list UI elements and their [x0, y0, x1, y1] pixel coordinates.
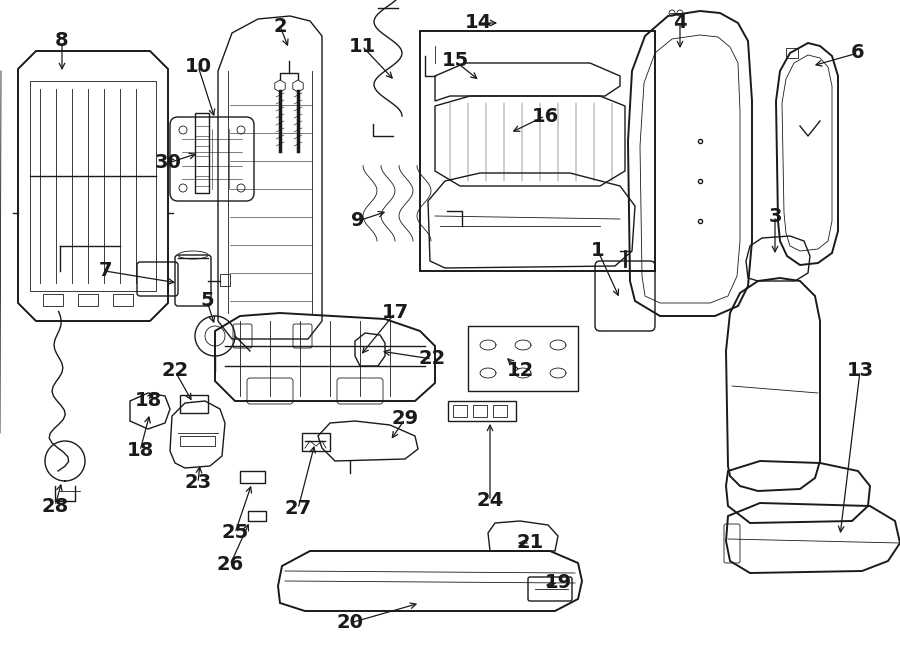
Text: 7: 7	[98, 262, 112, 280]
Text: 21: 21	[517, 533, 544, 553]
Text: 13: 13	[846, 362, 874, 381]
Text: 23: 23	[184, 473, 212, 492]
Text: 8: 8	[55, 32, 68, 50]
Text: 25: 25	[221, 524, 248, 543]
Text: 22: 22	[161, 362, 189, 381]
Text: 16: 16	[531, 106, 559, 126]
Bar	[302, 433, 330, 451]
Text: 10: 10	[184, 56, 212, 75]
Bar	[195, 113, 209, 193]
Text: 1: 1	[591, 241, 605, 260]
Text: 20: 20	[337, 613, 364, 633]
Text: 19: 19	[544, 574, 572, 592]
Text: 3: 3	[769, 206, 782, 225]
Bar	[248, 511, 266, 521]
Text: 2: 2	[274, 17, 287, 36]
Text: 6: 6	[851, 44, 865, 63]
Bar	[453, 405, 467, 417]
Text: 17: 17	[382, 303, 409, 323]
Text: 30: 30	[155, 153, 182, 173]
Bar	[240, 471, 265, 483]
Bar	[113, 294, 133, 306]
Text: 22: 22	[418, 350, 446, 368]
Bar	[448, 401, 516, 421]
Text: 15: 15	[441, 52, 469, 71]
Text: 18: 18	[134, 391, 162, 410]
Text: 12: 12	[507, 362, 534, 381]
Text: 9: 9	[351, 212, 364, 231]
Bar	[786, 48, 798, 58]
Text: 24: 24	[476, 492, 504, 510]
Text: 11: 11	[348, 36, 375, 56]
Bar	[43, 294, 63, 306]
Bar	[180, 395, 208, 413]
Bar	[180, 436, 215, 446]
Text: 4: 4	[673, 13, 687, 32]
Text: 28: 28	[41, 496, 68, 516]
Bar	[220, 274, 230, 286]
Bar	[493, 405, 507, 417]
Text: 27: 27	[284, 500, 311, 518]
Text: 29: 29	[392, 410, 418, 428]
Bar	[30, 81, 156, 291]
Bar	[78, 294, 98, 306]
Text: 18: 18	[126, 442, 154, 461]
Text: 26: 26	[216, 555, 244, 574]
Text: 5: 5	[200, 292, 214, 311]
Text: 14: 14	[464, 13, 491, 32]
Bar	[473, 405, 487, 417]
Bar	[420, 31, 655, 271]
Bar	[468, 326, 578, 391]
